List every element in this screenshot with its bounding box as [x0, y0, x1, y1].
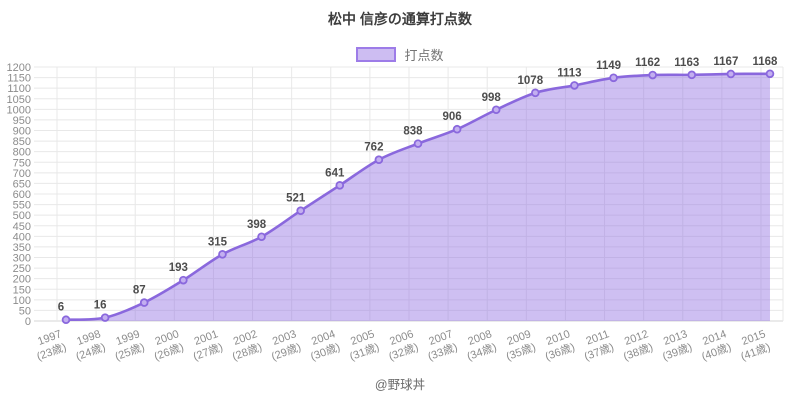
svg-text:1149: 1149: [596, 60, 621, 72]
svg-text:550: 550: [13, 200, 31, 212]
svg-text:750: 750: [13, 157, 31, 169]
svg-text:193: 193: [169, 262, 188, 274]
legend-item-rbi[interactable]: 打点数: [356, 45, 444, 64]
svg-text:1150: 1150: [7, 73, 31, 85]
svg-text:762: 762: [364, 142, 383, 154]
svg-text:1000: 1000: [7, 104, 31, 116]
data-point: [139, 298, 149, 307]
chart-title: 松中 信彦の通算打点数: [328, 11, 472, 27]
svg-text:1162: 1162: [635, 57, 660, 69]
data-point-markers: [61, 69, 775, 325]
svg-text:50: 50: [19, 305, 31, 317]
data-point: [179, 275, 188, 285]
y-axis-labels: 0501001502002503003504004505005506006507…: [7, 62, 31, 328]
svg-text:906: 906: [443, 111, 462, 123]
svg-text:200: 200: [13, 274, 31, 286]
svg-text:521: 521: [286, 193, 306, 205]
data-point: [452, 124, 462, 134]
svg-text:641: 641: [325, 167, 345, 179]
svg-text:998: 998: [482, 92, 502, 104]
x-grid: [56, 67, 784, 321]
svg-text:1100: 1100: [7, 83, 31, 95]
svg-text:300: 300: [13, 253, 31, 265]
svg-text:838: 838: [403, 126, 423, 138]
svg-text:87: 87: [133, 285, 146, 297]
svg-text:350: 350: [13, 242, 31, 254]
svg-text:150: 150: [13, 284, 31, 296]
svg-text:800: 800: [13, 147, 31, 159]
svg-text:400: 400: [13, 231, 31, 243]
svg-text:1167: 1167: [713, 56, 738, 68]
svg-text:850: 850: [13, 136, 31, 148]
data-point: [413, 139, 423, 148]
data-point: [218, 250, 227, 259]
data-point: [100, 313, 110, 322]
svg-text:1200: 1200: [7, 62, 31, 74]
value-labels: 6 16 87 193 315 398 521 641 762 838 906 998 1078 1113…: [58, 56, 778, 314]
data-point: [257, 232, 266, 242]
data-point: [726, 69, 736, 79]
svg-text:1050: 1050: [7, 94, 31, 106]
svg-text:1163: 1163: [674, 57, 699, 69]
x-axis-labels: 1997(23歳)1998(24歳)1999(25歳)2000(26歳)2001…: [35, 328, 772, 363]
svg-text:1168: 1168: [753, 56, 779, 68]
chart-legend: 打点数: [0, 45, 800, 64]
area-fill: [66, 73, 770, 321]
legend-swatch: [356, 47, 397, 62]
data-point: [374, 155, 384, 165]
svg-text:6: 6: [58, 302, 64, 314]
data-point: [296, 206, 305, 216]
svg-text:1078: 1078: [518, 75, 544, 87]
svg-text:100: 100: [13, 295, 31, 307]
data-point: [765, 69, 775, 79]
data-point: [335, 181, 345, 190]
svg-text:315: 315: [208, 236, 228, 248]
data-point: [61, 315, 71, 325]
svg-text:250: 250: [13, 263, 31, 275]
svg-text:900: 900: [13, 126, 31, 138]
svg-text:450: 450: [13, 221, 31, 233]
svg-text:950: 950: [13, 115, 31, 127]
data-point: [491, 105, 501, 115]
data-point: [531, 88, 540, 98]
svg-text:0: 0: [25, 316, 31, 328]
svg-text:600: 600: [13, 189, 31, 201]
svg-text:700: 700: [13, 168, 31, 180]
data-point: [570, 81, 579, 90]
svg-text:398: 398: [247, 219, 267, 231]
data-point: [648, 70, 657, 80]
svg-text:500: 500: [13, 210, 31, 222]
svg-text:1113: 1113: [557, 67, 581, 79]
data-point: [609, 73, 618, 83]
credit-text: @野球丼: [374, 378, 426, 392]
svg-text:16: 16: [94, 300, 107, 312]
data-point: [687, 70, 697, 80]
svg-text:650: 650: [13, 178, 31, 190]
legend-label: 打点数: [404, 48, 444, 63]
